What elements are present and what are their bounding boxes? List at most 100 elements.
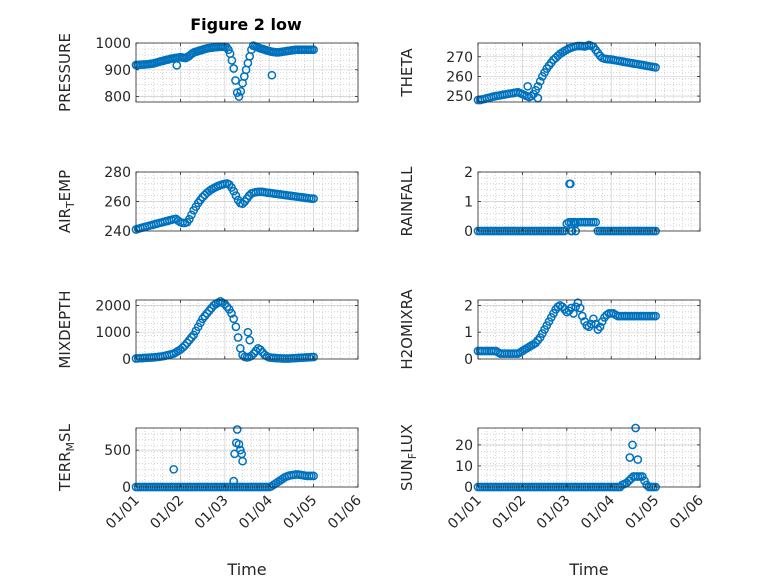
data-point (224, 45, 233, 55)
data-point (640, 476, 649, 486)
data-point (651, 63, 660, 72)
data-point (309, 471, 318, 481)
data-point (229, 476, 239, 486)
data-point (243, 327, 253, 337)
series-markers (131, 179, 318, 234)
data-point (187, 210, 196, 220)
y-tick-label: 0 (464, 224, 473, 240)
y-tick-label: 260 (104, 195, 131, 211)
axes-box (477, 299, 701, 360)
data-point (575, 303, 585, 313)
data-point (232, 425, 242, 434)
axes-box (135, 42, 359, 103)
y-axis-label: SUNFLUX (398, 424, 419, 491)
y-tick-label: 260 (446, 69, 473, 85)
data-point (169, 464, 179, 474)
y-axis-label: AIRTEMP (56, 170, 77, 233)
data-point (227, 309, 236, 318)
series-markers (131, 41, 318, 101)
data-point (236, 86, 246, 96)
y-axis-label: PRESSURE (56, 33, 74, 112)
data-point (238, 456, 247, 466)
x-tick-label: 01/04 (236, 492, 276, 532)
subplot-terr-msl: 0 500 TERRMSL 01/01 01/02 01/03 01/04 01/05 01/0… (56, 423, 365, 579)
data-point (586, 319, 596, 329)
x-tick-label: 01/05 (623, 493, 663, 533)
series-markers (473, 40, 660, 105)
data-point (309, 352, 318, 362)
y-tick-label: 500 (104, 443, 131, 459)
data-point (229, 64, 239, 73)
x-tick-label: 01/04 (578, 492, 618, 532)
data-point (238, 199, 247, 209)
y-tick-label: 2 (464, 165, 473, 181)
data-point (591, 217, 601, 227)
data-point (229, 314, 239, 324)
y-tick-label: 20 (455, 438, 473, 454)
data-point (234, 92, 244, 101)
axes-box (477, 427, 701, 488)
y-tick-label: 2000 (95, 298, 131, 314)
x-tick-label: 01/05 (281, 493, 321, 533)
x-tick-label: 01/02 (489, 493, 529, 533)
data-point (309, 194, 318, 203)
y-tick-label: 800 (104, 90, 131, 106)
x-tick-label: 01/03 (534, 493, 574, 533)
x-tick-label: 01/03 (192, 493, 232, 533)
axes-box (477, 42, 701, 103)
series-markers (131, 296, 318, 363)
data-point (595, 322, 605, 332)
data-point (184, 214, 194, 224)
data-point (234, 439, 244, 449)
subplot-h2omixra: 0 1 2 H2OMIXRA (398, 289, 701, 370)
major-grid (478, 428, 700, 487)
y-tick-label: 2 (464, 298, 473, 314)
data-point (229, 186, 239, 196)
data-point (187, 333, 196, 342)
y-tick-label: 10 (455, 459, 473, 475)
subplot-rainfall: 0 1 2 RAINFALL (398, 165, 701, 240)
y-tick-label: 0 (122, 480, 131, 496)
y-tick-label: 900 (104, 63, 131, 79)
data-point (245, 335, 255, 345)
y-tick-label: 0 (122, 352, 131, 368)
subplot-sun-flux: 0 10 20 SUNFLUX 01/01 01/02 01/03 01/04 01/05 01/… (398, 423, 707, 579)
series-markers (473, 298, 660, 358)
y-axis-label: H2OMIXRA (398, 289, 416, 370)
x-tick-label: 01/06 (667, 492, 707, 532)
grid (136, 428, 358, 487)
data-point (523, 81, 533, 91)
x-axis-label: Time (226, 560, 266, 579)
data-point (178, 343, 187, 353)
y-axis-label: THETA (398, 48, 416, 98)
data-point (577, 311, 587, 321)
data-point (625, 453, 635, 462)
y-axis-label: RAINFALL (398, 166, 416, 237)
data-point (233, 333, 243, 342)
data-point (651, 311, 660, 321)
subplot-air-temp: 240 260 280 AIRTEMP (56, 165, 359, 240)
data-point (573, 298, 583, 308)
axes-box (135, 299, 359, 360)
data-point (566, 179, 575, 189)
data-point (535, 76, 545, 86)
data-point (533, 81, 543, 91)
data-point (222, 42, 231, 52)
major-grid (478, 172, 700, 231)
y-tick-label: 0 (464, 352, 473, 368)
subplot-theta: 250 260 270 THETA (398, 40, 701, 105)
data-point (637, 472, 647, 481)
y-tick-label: 1000 (95, 325, 131, 341)
y-tick-label: 1 (464, 195, 473, 211)
x-tick-label: 01/01 (103, 493, 143, 533)
subplot-mixdepth: 0 1000 2000 MIXDEPTH (56, 290, 359, 369)
y-tick-label: 0 (464, 480, 473, 496)
data-point (309, 45, 318, 55)
y-axis-label: TERRMSL (56, 423, 77, 492)
data-point (231, 322, 241, 332)
data-point (267, 70, 277, 80)
data-point (227, 56, 237, 65)
y-tick-label: 240 (104, 224, 131, 240)
